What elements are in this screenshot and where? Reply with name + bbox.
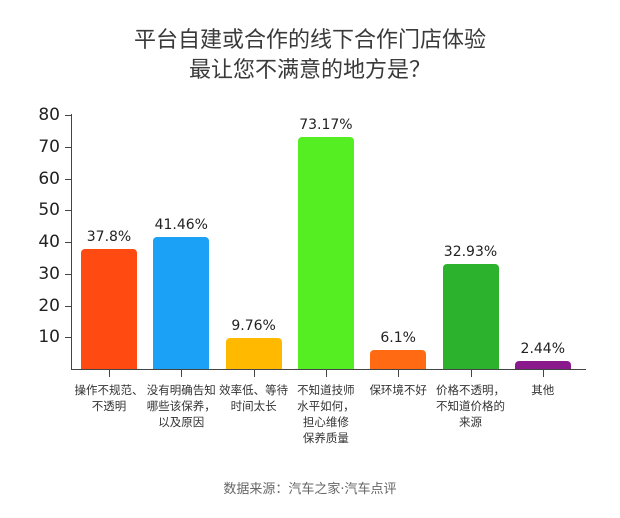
bar: [442, 264, 499, 369]
x-tick: [109, 370, 110, 377]
x-tick: [398, 370, 400, 377]
x-category-label: 没有明确告知 哪些该保养， 以及原因: [146, 383, 216, 429]
bar: [370, 349, 427, 369]
bar-value-label: 32.93%: [443, 244, 498, 261]
bar: [514, 361, 571, 369]
y-tick: [65, 273, 71, 275]
bar-value-label: 6.1%: [380, 329, 416, 346]
x-axis: [71, 369, 586, 370]
y-tick-label: 60: [38, 168, 60, 189]
x-category-label: 保环境不好: [369, 383, 427, 397]
x-tick: [470, 370, 472, 377]
x-tick: [542, 370, 544, 377]
x-category-label: 操作不规范、 不透明: [74, 383, 144, 413]
bar: [297, 136, 354, 369]
y-tick-label: 70: [38, 136, 60, 157]
y-tick-label: 10: [38, 327, 60, 348]
x-tick: [253, 370, 255, 377]
x-category-label: 价格不透明， 不知道价格的 来源: [436, 383, 505, 429]
y-tick: [65, 146, 71, 148]
x-tick: [181, 370, 183, 377]
bar-value-label: 41.46%: [154, 217, 208, 234]
y-axis: [71, 114, 72, 370]
chart-title-line-2: 最让您不满意的地方是？: [188, 58, 431, 83]
bar: [225, 338, 282, 369]
bar-value-label: 2.44%: [520, 341, 566, 358]
bar: [153, 237, 210, 369]
y-tick: [65, 210, 71, 212]
bar-value-label: 73.17%: [299, 116, 353, 133]
y-tick: [65, 337, 71, 339]
bar: [81, 248, 137, 369]
x-category-label: 不知道技师 水平如何， 担心维修 保养质量: [297, 383, 355, 445]
y-tick: [65, 242, 71, 243]
y-tick: [65, 178, 71, 180]
data-source-note: 数据来源：汽车之家·汽车点评: [223, 482, 397, 497]
x-category-label: 其他: [531, 383, 555, 397]
x-category-label: 效率低、等待 时间太长: [219, 383, 289, 413]
y-tick: [65, 305, 71, 307]
y-tick: [65, 115, 71, 116]
y-tick-label: 20: [38, 295, 60, 316]
bar-value-label: 37.8%: [86, 228, 132, 245]
y-tick-label: 30: [38, 263, 60, 284]
y-tick-label: 80: [38, 105, 60, 125]
bar-value-label: 9.76%: [231, 318, 276, 334]
x-tick: [325, 370, 327, 377]
chart-title-line-1: 平台自建或合作的线下合作门店体验: [133, 28, 486, 53]
y-tick-label: 50: [38, 200, 60, 221]
y-tick-label: 40: [38, 232, 60, 252]
